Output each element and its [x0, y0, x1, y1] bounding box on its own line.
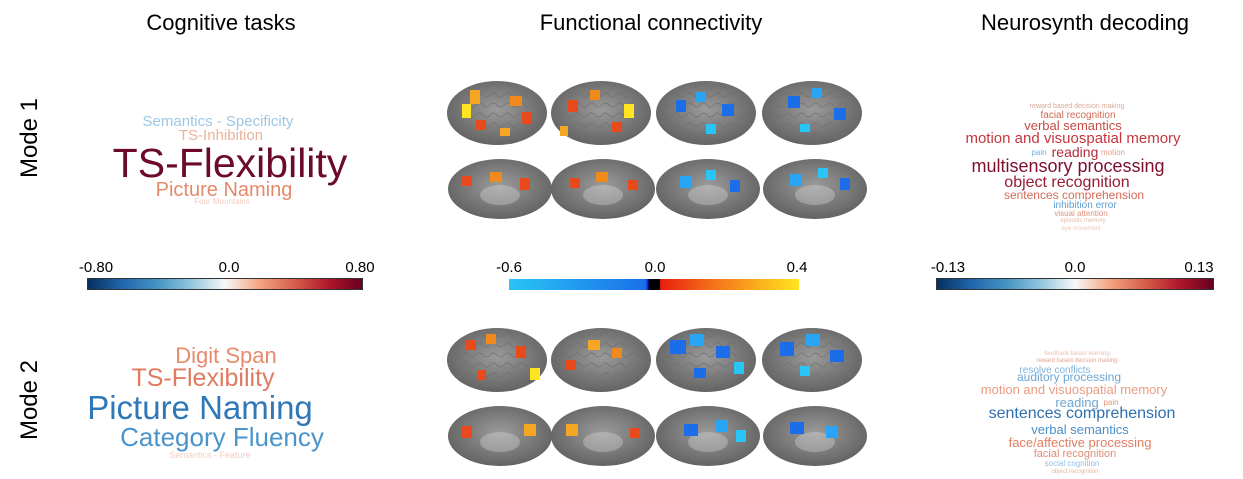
term-word: visual attention [1054, 209, 1108, 218]
term-word: facial recognition [1033, 448, 1117, 460]
task-word: Category Fluency [120, 422, 324, 452]
term-word: reading [1051, 144, 1099, 160]
term-word: motion and visuospatial memory [980, 382, 1168, 397]
term-word: resolve conflicts [1019, 365, 1091, 376]
task-word: Picture Naming [87, 389, 313, 426]
task-word: TS-Flexibility [131, 364, 275, 392]
colorbar-mid-label: 0.0 [218, 259, 240, 276]
term-word: facial recognition [1040, 110, 1116, 121]
header-functional-connectivity: Functional connectivity [539, 10, 763, 35]
colorbar-min-label: -0.80 [78, 259, 114, 276]
term-word: pain [1103, 398, 1119, 407]
colorbar-max-label: 0.4 [786, 259, 808, 276]
task-word: TS-Inhibition [178, 127, 264, 144]
colorbar-min-label: -0.6 [496, 259, 522, 276]
term-word: pain [1031, 148, 1047, 157]
term-word: motion [1100, 148, 1126, 157]
task-word: Semantics - Specificity [142, 113, 294, 130]
colorbar-max-label: 0.80 [345, 259, 375, 276]
term-word: inhibition error [1053, 200, 1117, 211]
term-word: object recognition [1051, 469, 1099, 475]
term-word: auditory processing [1016, 370, 1122, 384]
term-word: face/affective processing [1008, 435, 1152, 450]
term-word: motion and visuospatial memory [965, 130, 1181, 147]
brain-mode2-positive [447, 328, 655, 466]
brain-mode2-negative [656, 328, 867, 466]
task-word: Four Mountains [194, 197, 250, 206]
term-word: sentences comprehension [988, 405, 1176, 422]
task-word: Picture Naming [155, 179, 293, 201]
header-neurosynth-decoding: Neurosynth decoding [981, 10, 1189, 35]
colorbar-cognitive [87, 278, 363, 290]
colorbar-mid-label: 0.0 [644, 259, 666, 276]
task-word: TS-Flexibility [112, 140, 348, 186]
term-word: reward based decision making [1036, 358, 1118, 364]
term-word: social cognition [1044, 459, 1100, 468]
colorbar-max-label: 0.13 [1184, 259, 1214, 276]
colorbar-mid-label: 0.0 [1064, 259, 1086, 276]
term-word: sentences comprehension [1003, 188, 1145, 202]
term-word: multisensory processing [971, 156, 1165, 176]
term-word: object recognition [1004, 174, 1130, 191]
term-word: episodic memory [1060, 218, 1106, 224]
task-word: Semantics - Feature [169, 450, 251, 460]
term-word: reading [1055, 395, 1099, 410]
colorbar-min-label: -0.13 [930, 259, 966, 276]
colorbar-connectivity [509, 279, 799, 290]
header-cognitive-tasks: Cognitive tasks [146, 10, 296, 35]
term-word: verbal semantics [1024, 118, 1122, 133]
brain-mode1-negative [656, 81, 867, 219]
term-word: eye movement [1061, 226, 1101, 232]
term-word: verbal semantics [1031, 422, 1129, 437]
brain-mode1-positive [447, 81, 655, 219]
term-word: reward based decision making [1029, 103, 1125, 110]
colorbar-neurosynth [936, 278, 1214, 290]
term-word: feedback based learning [1044, 351, 1110, 357]
task-word: Digit Span [175, 343, 277, 368]
